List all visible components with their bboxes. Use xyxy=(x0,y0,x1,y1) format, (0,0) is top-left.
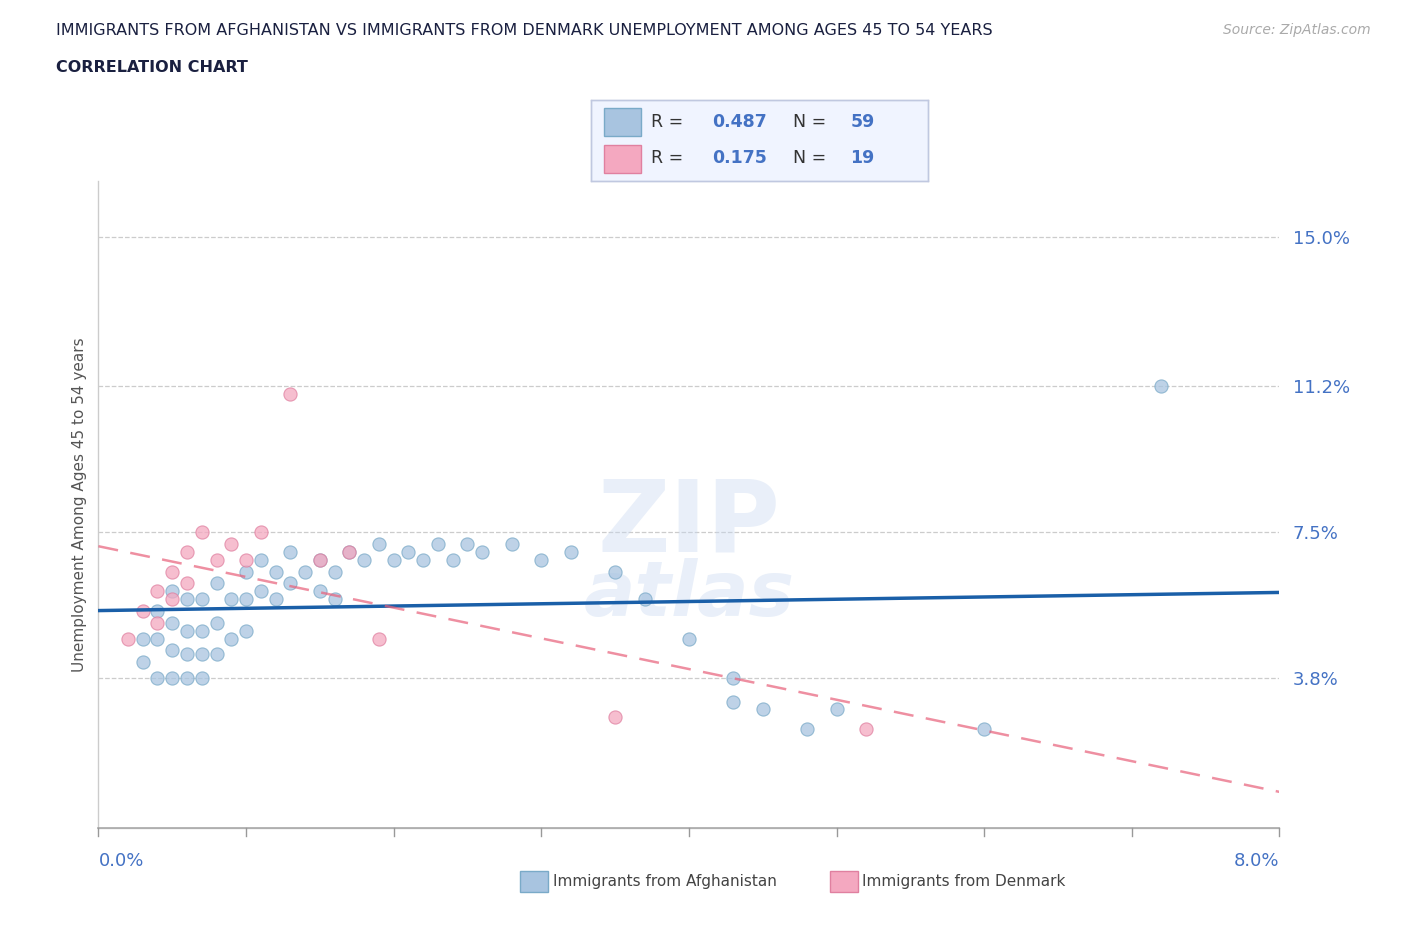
Text: 0.0%: 0.0% xyxy=(98,852,143,870)
Point xyxy=(633,591,655,606)
Text: Source: ZipAtlas.com: Source: ZipAtlas.com xyxy=(1223,23,1371,37)
Text: 8.0%: 8.0% xyxy=(1234,852,1279,870)
Point xyxy=(308,584,332,599)
Point xyxy=(560,544,582,559)
Point xyxy=(264,591,287,606)
Point xyxy=(146,604,169,618)
Point xyxy=(132,604,155,618)
Point xyxy=(353,552,375,567)
Text: R =: R = xyxy=(651,113,683,130)
Point xyxy=(308,552,332,567)
Point xyxy=(162,591,183,606)
Point xyxy=(219,631,242,646)
Point xyxy=(367,537,389,551)
Point xyxy=(250,584,273,599)
Point xyxy=(146,671,169,685)
Point xyxy=(308,552,332,567)
Text: 59: 59 xyxy=(851,113,875,130)
Text: CORRELATION CHART: CORRELATION CHART xyxy=(56,60,247,75)
Point xyxy=(146,616,169,631)
Point xyxy=(235,565,257,579)
Point xyxy=(176,591,198,606)
Text: IMMIGRANTS FROM AFGHANISTAN VS IMMIGRANTS FROM DENMARK UNEMPLOYMENT AMONG AGES 4: IMMIGRANTS FROM AFGHANISTAN VS IMMIGRANT… xyxy=(56,23,993,38)
Bar xyxy=(605,108,641,137)
Point xyxy=(235,552,257,567)
Point xyxy=(176,544,198,559)
Point xyxy=(678,631,700,646)
Y-axis label: Unemployment Among Ages 45 to 54 years: Unemployment Among Ages 45 to 54 years xyxy=(72,338,87,671)
Text: 19: 19 xyxy=(851,150,875,167)
Point xyxy=(132,631,155,646)
Point xyxy=(501,537,523,551)
Point xyxy=(162,584,183,599)
Point xyxy=(191,647,214,662)
Point xyxy=(235,591,257,606)
Point xyxy=(382,552,405,567)
Point xyxy=(396,544,419,559)
Point xyxy=(176,647,198,662)
Point xyxy=(117,631,139,646)
Point xyxy=(191,591,214,606)
Text: N =: N = xyxy=(793,150,827,167)
Point xyxy=(796,722,818,737)
Point xyxy=(205,552,228,567)
Point xyxy=(1150,379,1173,393)
Point xyxy=(471,544,494,559)
Text: 0.175: 0.175 xyxy=(711,150,766,167)
Point xyxy=(605,565,627,579)
Point xyxy=(605,710,627,724)
Point xyxy=(132,655,155,670)
Point xyxy=(219,537,242,551)
Point xyxy=(855,722,877,737)
Point xyxy=(751,702,773,717)
Point xyxy=(973,722,995,737)
Point xyxy=(176,671,198,685)
Point xyxy=(176,576,198,591)
Text: 0.487: 0.487 xyxy=(711,113,766,130)
Point xyxy=(162,671,183,685)
Point xyxy=(162,616,183,631)
Point xyxy=(176,623,198,638)
Point xyxy=(162,643,183,658)
Point xyxy=(278,576,302,591)
Point xyxy=(426,537,449,551)
Point xyxy=(323,565,346,579)
Text: Immigrants from Denmark: Immigrants from Denmark xyxy=(862,874,1066,889)
Text: N =: N = xyxy=(793,113,827,130)
Point xyxy=(235,623,257,638)
Point xyxy=(825,702,848,717)
Point xyxy=(721,694,744,709)
Point xyxy=(146,584,169,599)
Point xyxy=(441,552,464,567)
Point xyxy=(412,552,434,567)
Bar xyxy=(605,144,641,173)
Point xyxy=(205,616,228,631)
Point xyxy=(264,565,287,579)
Point xyxy=(205,576,228,591)
Point xyxy=(191,623,214,638)
Point xyxy=(146,631,169,646)
Point xyxy=(191,671,214,685)
Point xyxy=(250,525,273,539)
Point xyxy=(191,525,214,539)
Point xyxy=(530,552,553,567)
Point xyxy=(278,387,302,402)
Point xyxy=(456,537,478,551)
Text: ZIP: ZIP xyxy=(598,475,780,573)
Point xyxy=(162,565,183,579)
Point xyxy=(250,552,273,567)
Point xyxy=(278,544,302,559)
Point xyxy=(294,565,316,579)
Text: R =: R = xyxy=(651,150,683,167)
Point xyxy=(337,544,360,559)
Text: Immigrants from Afghanistan: Immigrants from Afghanistan xyxy=(553,874,776,889)
Point xyxy=(367,631,389,646)
Text: atlas: atlas xyxy=(583,558,794,632)
Point xyxy=(337,544,360,559)
Point xyxy=(219,591,242,606)
Point xyxy=(721,671,744,685)
Point xyxy=(323,591,346,606)
Point xyxy=(205,647,228,662)
